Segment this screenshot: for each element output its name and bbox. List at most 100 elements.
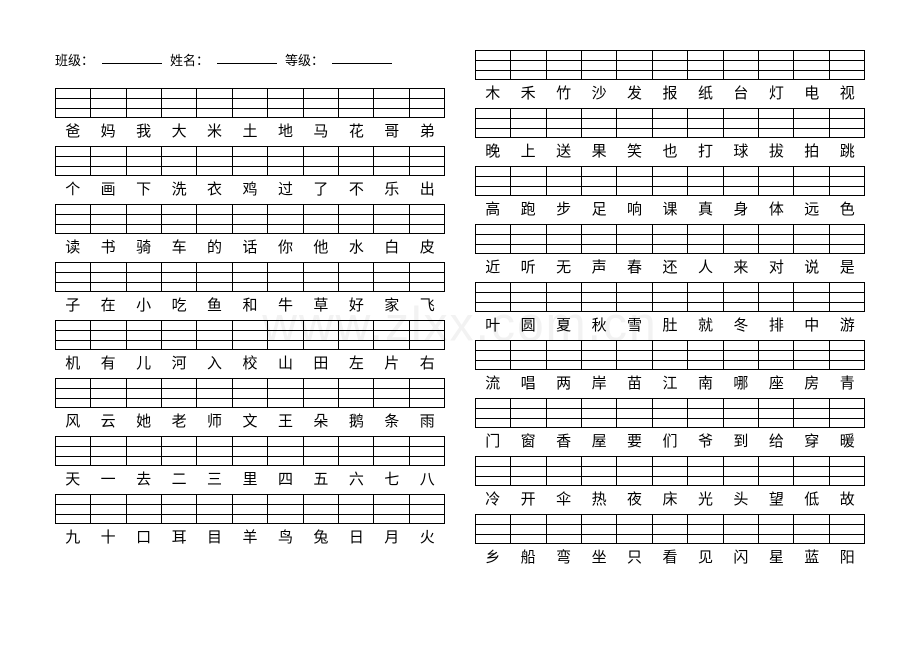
pinyin-cell — [268, 156, 303, 166]
character-cell: 禾 — [510, 84, 545, 104]
character-cell: 骑 — [126, 238, 161, 258]
pinyin-cell — [830, 476, 865, 486]
character-cell: 口 — [126, 528, 161, 548]
character-cell: 屋 — [581, 432, 616, 452]
character-cell: 门 — [475, 432, 510, 452]
character-cell: 花 — [339, 122, 374, 142]
pinyin-cell — [688, 50, 723, 60]
character-cell: 八 — [410, 470, 445, 490]
pinyin-cell — [374, 204, 409, 214]
pinyin-cell — [617, 166, 652, 176]
pinyin-cell — [162, 340, 197, 350]
pinyin-cell — [339, 88, 374, 98]
pinyin-cell — [511, 466, 546, 476]
pinyin-cell — [374, 214, 409, 224]
pinyin-cell — [233, 456, 268, 466]
pinyin-cell — [410, 436, 445, 446]
pinyin-cell — [759, 466, 794, 476]
character-cell: 里 — [232, 470, 267, 490]
character-cell: 穿 — [794, 432, 829, 452]
pinyin-cell — [547, 176, 582, 186]
pinyin-cell — [547, 476, 582, 486]
pinyin-cell — [476, 534, 511, 544]
character-cell: 二 — [161, 470, 196, 490]
character-cell: 他 — [303, 238, 338, 258]
character-row: 机有儿河入校山田左片右 — [55, 354, 445, 374]
pinyin-cell — [268, 504, 303, 514]
pinyin-cell — [582, 108, 617, 118]
pinyin-cell — [476, 224, 511, 234]
pinyin-cell — [410, 98, 445, 108]
character-cell: 坐 — [581, 548, 616, 568]
character-cell: 阳 — [830, 548, 865, 568]
pinyin-cell — [653, 456, 688, 466]
pinyin-cell — [511, 292, 546, 302]
pinyin-cell — [547, 108, 582, 118]
pinyin-cell — [374, 98, 409, 108]
pinyin-cell — [127, 456, 162, 466]
character-cell: 就 — [688, 316, 723, 336]
pinyin-cell — [511, 108, 546, 118]
character-cell: 书 — [90, 238, 125, 258]
character-cell: 肚 — [652, 316, 687, 336]
pinyin-cell — [162, 262, 197, 272]
pinyin-cell — [759, 302, 794, 312]
pinyin-line — [475, 476, 865, 486]
character-cell: 送 — [546, 142, 581, 162]
pinyin-cell — [830, 534, 865, 544]
character-row: 个画下洗衣鸡过了不乐出 — [55, 180, 445, 200]
character-cell: 师 — [197, 412, 232, 432]
pinyin-cell — [162, 98, 197, 108]
pinyin-cell — [830, 186, 865, 196]
character-cell: 羊 — [232, 528, 267, 548]
pinyin-cell — [339, 214, 374, 224]
pinyin-cell — [653, 292, 688, 302]
pinyin-cell — [127, 88, 162, 98]
pinyin-cell — [617, 340, 652, 350]
pinyin-cell — [688, 514, 723, 524]
practice-row: 门窗香屋要们爷到给穿暖 — [475, 398, 865, 452]
pinyin-line — [475, 398, 865, 408]
pinyin-cell — [233, 282, 268, 292]
pinyin-cell — [127, 146, 162, 156]
pinyin-cell — [582, 476, 617, 486]
character-cell: 画 — [90, 180, 125, 200]
character-cell: 望 — [759, 490, 794, 510]
pinyin-cell — [582, 360, 617, 370]
pinyin-cell — [688, 166, 723, 176]
pinyin-line — [475, 224, 865, 234]
character-cell: 叶 — [475, 316, 510, 336]
pinyin-cell — [547, 360, 582, 370]
pinyin-cell — [127, 108, 162, 118]
pinyin-cell — [233, 378, 268, 388]
pinyin-cell — [830, 70, 865, 80]
character-cell: 排 — [759, 316, 794, 336]
pinyin-cell — [339, 320, 374, 330]
pinyin-cell — [197, 156, 232, 166]
character-cell: 右 — [410, 354, 445, 374]
pinyin-cell — [582, 118, 617, 128]
pinyin-cell — [547, 302, 582, 312]
character-row: 近听无声春还人来对说是 — [475, 258, 865, 278]
character-cell: 五 — [303, 470, 338, 490]
pinyin-cell — [56, 494, 91, 504]
pinyin-cell — [724, 408, 759, 418]
pinyin-cell — [582, 292, 617, 302]
pinyin-cell — [268, 108, 303, 118]
pinyin-cell — [724, 292, 759, 302]
pinyin-cell — [476, 360, 511, 370]
pinyin-cell — [759, 244, 794, 254]
character-cell: 跳 — [830, 142, 865, 162]
pinyin-cell — [830, 50, 865, 60]
pinyin-cell — [794, 186, 829, 196]
pinyin-cell — [233, 204, 268, 214]
pinyin-cell — [127, 282, 162, 292]
pinyin-cell — [511, 476, 546, 486]
pinyin-cell — [653, 534, 688, 544]
pinyin-cell — [233, 214, 268, 224]
pinyin-cell — [91, 398, 126, 408]
pinyin-cell — [127, 436, 162, 446]
pinyin-cell — [56, 166, 91, 176]
pinyin-cell — [759, 282, 794, 292]
pinyin-cell — [233, 108, 268, 118]
